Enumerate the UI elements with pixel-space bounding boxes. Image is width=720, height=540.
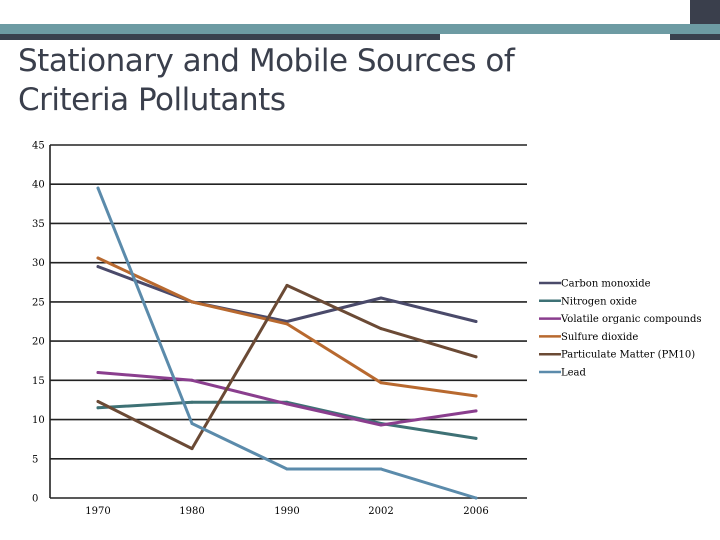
- y-tick-label: 10: [32, 415, 45, 426]
- slide-title-line-1: Stationary and Mobile Sources of: [18, 43, 515, 79]
- title-background: [0, 40, 580, 126]
- data-point: [474, 355, 478, 359]
- data-point: [285, 467, 289, 471]
- data-point: [285, 322, 289, 326]
- data-point: [190, 300, 194, 304]
- data-point: [96, 371, 100, 374]
- data-point: [190, 422, 194, 425]
- legend-label: Nitrogen oxide: [561, 296, 637, 307]
- data-point: [96, 265, 100, 269]
- data-point: [96, 400, 100, 403]
- series-line-5: [96, 186, 478, 500]
- slide-header-band: [0, 0, 720, 24]
- y-tick-label: 25: [32, 297, 45, 308]
- legend-label: Carbon monoxide: [561, 279, 651, 290]
- y-tick-label: 20: [32, 337, 45, 348]
- series-line-4: [96, 283, 478, 451]
- chart-axes: 0 5 10 15 20 25 30 35 40 45 1970 1980 1990 2002 2006: [32, 141, 489, 518]
- data-point: [379, 423, 383, 427]
- y-tick-label: 5: [32, 454, 38, 465]
- x-tick-label: 1980: [179, 506, 204, 517]
- legend-label: Lead: [561, 368, 587, 379]
- chart-gridlines: [50, 144, 527, 499]
- y-tick-label: 45: [32, 141, 45, 152]
- y-tick-label: 40: [32, 180, 45, 191]
- accent-teal-band: [0, 24, 720, 34]
- data-point: [379, 296, 383, 300]
- chart-legend: Carbon monoxide Nitrogen oxide Volatile or…: [539, 279, 702, 379]
- series-line-0: [96, 265, 478, 323]
- chart-series: [96, 186, 478, 500]
- accent-notch: [440, 34, 670, 40]
- header-white-strip: [0, 0, 690, 24]
- legend-label: Particulate Matter (PM10): [561, 350, 695, 361]
- data-point: [190, 400, 194, 404]
- slide-title-line-2: Criteria Pollutants: [18, 82, 286, 118]
- data-point: [474, 394, 478, 398]
- data-point: [379, 327, 383, 331]
- data-point: [285, 402, 289, 406]
- legend-label: Volatile organic compounds: [560, 314, 702, 325]
- x-tick-label: 2002: [368, 506, 393, 517]
- data-point: [96, 406, 100, 410]
- data-point: [190, 378, 194, 382]
- data-point: [96, 256, 100, 260]
- data-point: [474, 409, 478, 413]
- y-tick-label: 0: [32, 494, 38, 505]
- data-point: [379, 381, 383, 385]
- legend-label: Sulfure dioxide: [561, 332, 638, 343]
- data-point: [96, 186, 100, 190]
- data-point: [474, 436, 478, 440]
- x-tick-label: 1970: [85, 506, 110, 517]
- y-tick-label: 35: [32, 219, 45, 230]
- data-point: [474, 320, 478, 323]
- y-tick-label: 30: [32, 258, 45, 269]
- x-tick-label: 1990: [274, 506, 299, 517]
- header-dark-corner: [690, 0, 720, 24]
- x-tick-label: 2006: [463, 506, 488, 517]
- data-point: [379, 467, 383, 471]
- slide-title: Stationary and Mobile Sources of Criteri…: [18, 42, 598, 120]
- data-point: [285, 283, 289, 287]
- data-point: [474, 496, 478, 500]
- data-point: [190, 447, 194, 451]
- y-tick-label: 15: [32, 376, 45, 387]
- accent-slate-band: [0, 34, 720, 40]
